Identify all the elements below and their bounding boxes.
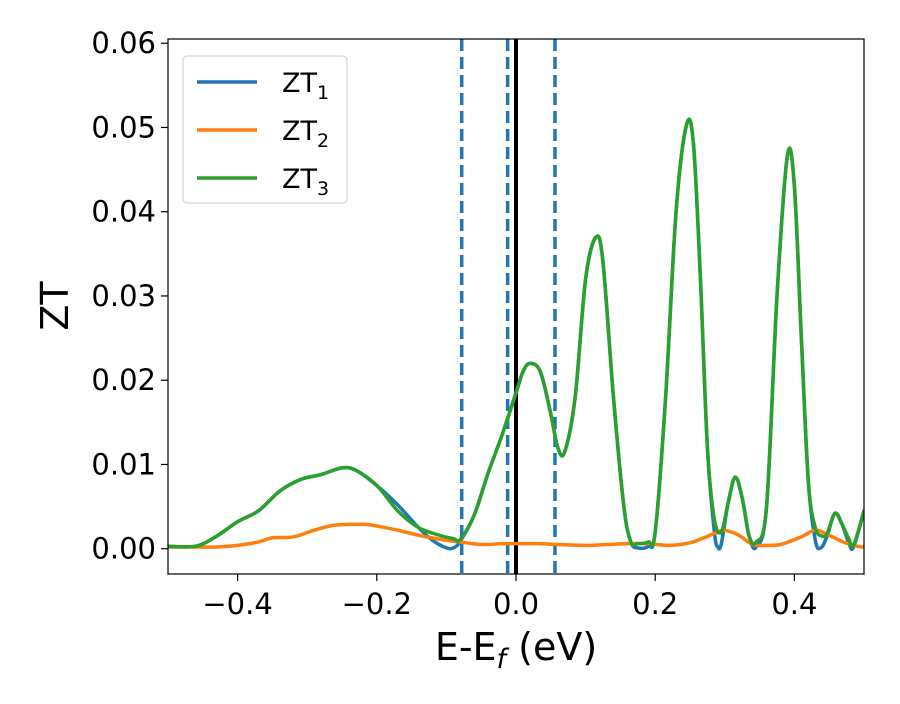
y-tick-label: 0.00: [91, 532, 156, 566]
y-axis-label: ZT: [33, 281, 77, 331]
x-tick-label: 0.4: [771, 587, 817, 621]
legend-box: [182, 55, 348, 204]
reference-lines: [459, 39, 557, 574]
series-line-zt3: [168, 117, 864, 549]
x-tick-label: 0.0: [493, 587, 539, 621]
y-tick-label: 0.05: [91, 110, 156, 144]
y-tick-label: 0.01: [91, 447, 156, 481]
legend: ZT1 ZT2 ZT3: [182, 55, 348, 204]
y-tick-label: 0.02: [91, 363, 156, 397]
series-line-zt2: [168, 522, 864, 549]
x-axis-label-suffix: (eV): [506, 625, 597, 669]
x-tick-label: −0.2: [342, 587, 412, 621]
x-tick-label: 0.2: [632, 587, 678, 621]
y-tick-label: 0.06: [91, 26, 156, 60]
x-axis-label: E-Ef (eV): [435, 625, 597, 675]
x-tick-label: −0.4: [202, 587, 272, 621]
legend-label-zt2: ZT2: [282, 116, 329, 152]
legend-label-zt3: ZT3: [282, 164, 329, 200]
x-axis: −0.4 −0.2 0.0 0.2 0.4: [202, 574, 817, 621]
y-axis: 0.00 0.01 0.02 0.03 0.04 0.05 0.06: [91, 26, 168, 566]
series-group: [168, 117, 864, 551]
y-tick-label: 0.04: [91, 195, 156, 229]
legend-label-zt1: ZT1: [282, 68, 329, 104]
y-tick-label: 0.03: [91, 279, 156, 313]
